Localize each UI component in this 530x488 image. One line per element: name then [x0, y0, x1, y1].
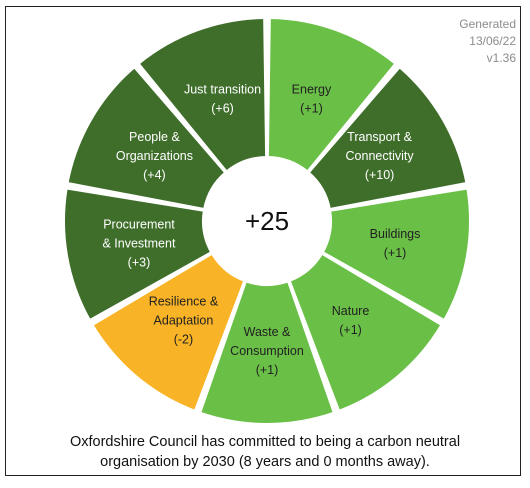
footer-line-2: organisation by 2030 (8 years and 0 mont…	[100, 454, 430, 470]
segment-label: Connectivity	[346, 149, 415, 163]
generated-info: Generated 13/06/22 v1.36	[396, 16, 516, 67]
segment-label: Resilience &	[149, 295, 219, 309]
segment-label: (-2)	[174, 333, 193, 347]
segment-label: Organizations	[116, 149, 193, 163]
segment-label: (+1)	[300, 101, 323, 115]
segment-label: (+3)	[128, 256, 151, 270]
segment-label: Just transition	[184, 82, 261, 96]
segment-label: Adaptation	[154, 314, 214, 328]
segment-label: Transport &	[347, 130, 413, 144]
segment-label: Consumption	[230, 344, 304, 358]
segment-label: Procurement	[103, 218, 175, 232]
total-score: +25	[245, 206, 289, 236]
segment-label: (+1)	[256, 363, 279, 377]
segment-label: Waste &	[244, 325, 291, 339]
segment-label: (+1)	[339, 323, 362, 337]
segment-label: Buildings	[370, 227, 421, 241]
segment-label: People &	[129, 130, 180, 144]
segment-label: (+10)	[365, 168, 395, 182]
segment-label: (+6)	[211, 101, 234, 115]
segment-label: Energy	[292, 82, 332, 96]
wheel-center	[203, 157, 331, 285]
segment-label: (+1)	[384, 246, 407, 260]
segment-label: Nature	[332, 304, 370, 318]
footer-line-1: Oxfordshire Council has committed to bei…	[69, 434, 461, 450]
generated-date: 13/06/22	[469, 34, 516, 48]
generated-label: Generated	[459, 17, 516, 31]
wheel-segments: Energy (+1) Transport & Connectivity (+10) Bu…	[63, 17, 471, 425]
generated-version: v1.36	[486, 51, 516, 65]
footer-statement: Oxfordshire Council has committed to bei…	[10, 432, 520, 472]
segment-label: & Investment	[102, 237, 175, 251]
segment-label: (+4)	[143, 168, 166, 182]
